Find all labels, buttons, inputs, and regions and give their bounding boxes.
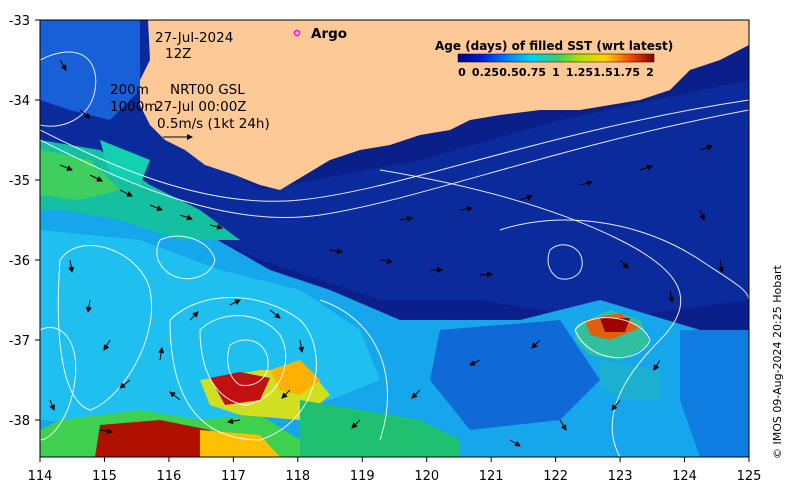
legend-tick-label: 1.25 (566, 66, 593, 79)
sst-field (40, 20, 749, 457)
time-label: 12Z (165, 46, 191, 62)
legend-tick-label: 1.75 (613, 66, 640, 79)
product-label: NRT00 GSL (170, 82, 245, 98)
legend-title: Age (days) of filled SST (wrt latest) (435, 39, 673, 53)
legend-tick-label: 1.5 (593, 66, 613, 79)
y-tick-label: -36 (9, 254, 30, 269)
date-label: 27-Jul-2024 (155, 30, 233, 46)
legend-tick-label: 1 (552, 66, 560, 79)
legend-tick-label: 0.5 (499, 66, 519, 79)
y-tick-label: -35 (9, 174, 30, 189)
credit-label: © IMOS 09-Aug-2024 20:25 Hobart (771, 265, 784, 459)
argo-label: Argo (311, 26, 347, 42)
x-axis: 114 115 116 117 118 119 120 121 122 123 124 125 (28, 457, 762, 484)
contours (40, 51, 749, 457)
x-tick-label: 121 (479, 469, 504, 484)
land (140, 20, 749, 190)
y-tick-label: -33 (9, 14, 30, 29)
x-tick-label: 124 (672, 469, 697, 484)
current-arrows (49, 59, 725, 447)
x-tick-label: 125 (737, 469, 762, 484)
legend-tick-label: 0.75 (519, 66, 546, 79)
x-tick-label: 116 (156, 469, 181, 484)
x-tick-label: 114 (28, 469, 53, 484)
depth-label-1000: 1000m (110, 99, 158, 115)
plot-frame (39, 19, 750, 458)
x-tick-label: 115 (92, 469, 117, 484)
legend-tick-label: 0.25 (472, 66, 499, 79)
valid-time-label: 27-Jul 00:00Z (155, 99, 247, 115)
scale-arrow-label: 0.5m/s (1kt 24h) (157, 116, 270, 132)
x-tick-label: 119 (350, 469, 375, 484)
argo-marker (293, 29, 301, 37)
legend-tick-label: 2 (646, 66, 654, 79)
legend-tick-label: 0 (458, 66, 466, 79)
x-tick-label: 118 (285, 469, 310, 484)
depth-label-200: 200m (110, 82, 149, 98)
y-axis: -33 -34 -35 -36 -37 -38 (9, 14, 40, 429)
x-tick-label: 123 (608, 469, 633, 484)
x-tick-label: 120 (414, 469, 439, 484)
legend-colorbar (457, 53, 655, 63)
y-tick-label: -38 (9, 414, 30, 429)
y-tick-label: -37 (9, 334, 30, 349)
x-tick-label: 122 (543, 469, 568, 484)
x-tick-label: 117 (221, 469, 246, 484)
y-tick-label: -34 (9, 94, 30, 109)
